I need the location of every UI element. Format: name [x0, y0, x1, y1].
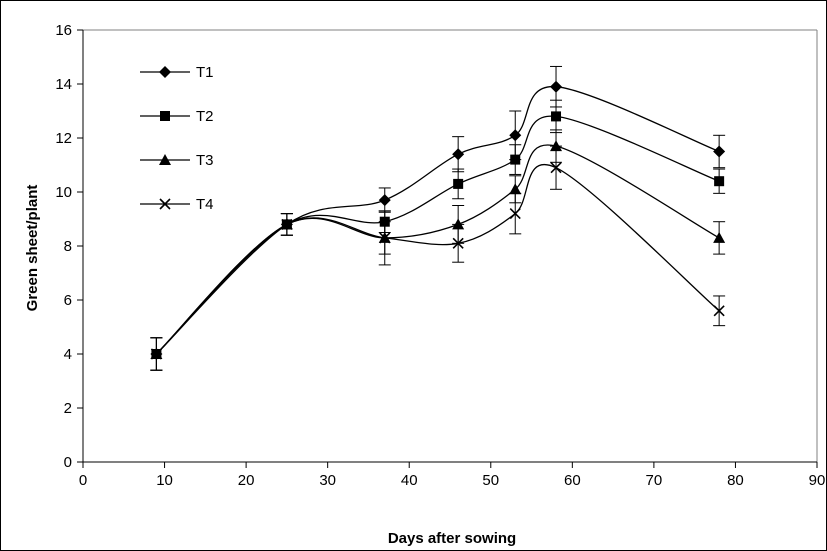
data-point-t4: [150, 348, 162, 360]
x-tick-label: 30: [319, 472, 336, 489]
data-point-t1: [378, 194, 391, 207]
data-point-t1: [452, 148, 465, 161]
x-axis-title: Days after sowing: [388, 530, 516, 547]
x-axis-ticks: 0 10 20 30 40 50 60 70 80 90: [79, 462, 826, 489]
legend-marker: [160, 111, 170, 121]
data-point-t1: [713, 145, 726, 158]
data-point-t2: [379, 216, 390, 227]
y-tick-label: 4: [64, 346, 72, 363]
y-tick-label: 16: [55, 22, 72, 39]
x-tick-label: 70: [646, 472, 663, 489]
data-point-t2: [510, 154, 521, 165]
series-markers: [150, 80, 726, 360]
data-point-t4: [379, 232, 391, 244]
data-point-t1: [509, 129, 522, 142]
y-tick-label: 12: [55, 130, 72, 147]
data-point-t3: [550, 140, 563, 152]
x-tick-label: 80: [727, 472, 744, 489]
legend-marker: [159, 154, 171, 165]
x-tick-label: 40: [401, 472, 418, 489]
legend-marker: [159, 66, 171, 78]
legend-marker: [159, 198, 171, 210]
x-tick-label: 10: [156, 472, 173, 489]
legend-label: T2: [196, 108, 214, 125]
y-tick-label: 0: [64, 454, 72, 471]
data-point-t2: [453, 178, 464, 189]
legend-label: T4: [196, 196, 214, 213]
data-point-t3: [713, 231, 726, 243]
data-point-t4: [509, 208, 521, 220]
x-tick-label: 0: [79, 472, 87, 489]
legend-label: T1: [196, 64, 214, 81]
data-point-t2: [551, 111, 562, 122]
legend: T1 T2 T3 T4: [140, 64, 214, 213]
data-point-t2: [714, 176, 725, 187]
y-tick-label: 8: [64, 238, 72, 255]
data-point-t1: [550, 80, 563, 93]
data-point-t4: [713, 305, 725, 317]
legend-label: T3: [196, 152, 214, 169]
plot-area: [82, 29, 818, 463]
data-point-t3: [452, 218, 465, 230]
data-point-t4: [281, 218, 293, 230]
y-tick-label: 2: [64, 400, 72, 417]
x-tick-label: 50: [482, 472, 499, 489]
y-tick-label: 6: [64, 292, 72, 309]
x-tick-label: 90: [809, 472, 826, 489]
data-point-t3: [509, 183, 522, 195]
y-axis-ticks: 0 2 4 6 8 10 12 14 16: [55, 22, 83, 471]
y-axis-title: Green sheet/plant: [24, 185, 41, 312]
y-tick-label: 10: [55, 184, 72, 201]
y-tick-label: 14: [55, 76, 72, 93]
x-tick-label: 20: [238, 472, 255, 489]
data-point-t4: [550, 162, 562, 174]
x-tick-label: 60: [564, 472, 581, 489]
data-point-t4: [452, 237, 464, 249]
